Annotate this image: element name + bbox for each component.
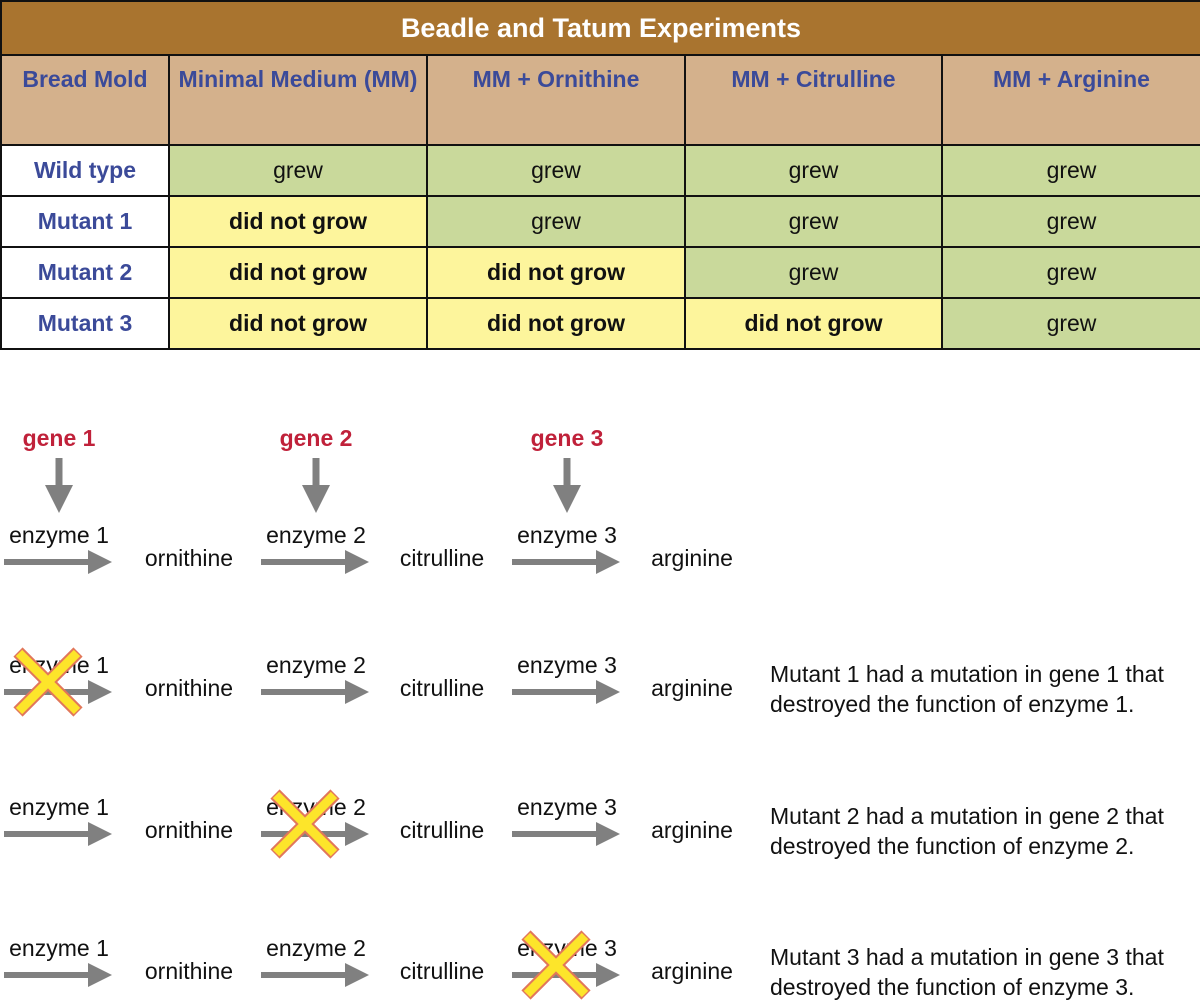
column-header: Minimal Medium (MM) [168,54,428,146]
result-cell: grew [426,195,686,248]
result-cell: grew [941,144,1200,197]
result-cell: grew [684,195,943,248]
column-header: MM + Arginine [941,54,1200,146]
result-cell: grew [941,195,1200,248]
row-header: Mutant 1 [0,195,170,248]
table-row: Mutant 3 did not grow did not grow did not … [0,297,1200,350]
enzyme-label: enzyme 3 [517,522,617,548]
product-label: citrulline [400,545,484,571]
result-cell: grew [426,144,686,197]
enzyme-label: enzyme 1 [9,794,109,820]
note-line: Mutant 3 had a mutation in gene 3 that [770,944,1164,970]
enzyme-label: enzyme 2 [266,522,366,548]
result-cell: did not grow [426,297,686,350]
row-header: Mutant 3 [0,297,170,350]
result-cell: grew [168,144,428,197]
gene-label: gene 1 [23,425,96,451]
result-cell: did not grow [426,246,686,299]
block-cross [13,647,83,717]
gene-label: gene 2 [280,425,353,451]
enzyme-label: enzyme 3 [517,652,617,678]
product-label: ornithine [145,545,233,571]
result-cell: grew [684,144,943,197]
result-cell: grew [684,246,943,299]
row-header: Wild type [0,144,170,197]
gene-label: gene 3 [531,425,604,451]
table-title: Beadle and Tatum Experiments [0,0,1200,56]
table-row: Mutant 2 did not grow did not grow grew grew [0,246,1200,299]
product-label: citrulline [400,817,484,843]
results-table: Beadle and Tatum Experiments Bread Mold Mi… [0,0,1200,350]
product-label: citrulline [400,958,484,984]
note-line: Mutant 2 had a mutation in gene 2 that [770,803,1164,829]
note-line: destroyed the function of enzyme 2. [770,833,1134,859]
table-row: Mutant 1 did not grow grew grew grew [0,195,1200,248]
product-label: ornithine [145,675,233,701]
product-label: ornithine [145,817,233,843]
header-row: Bread Mold Minimal Medium (MM) MM + Ornith… [0,54,1200,146]
result-cell: did not grow [168,246,428,299]
block-cross [270,789,340,859]
product-label: arginine [651,675,733,701]
note-line: destroyed the function of enzyme 1. [770,691,1134,717]
column-header: MM + Citrulline [684,54,943,146]
enzyme-label: enzyme 2 [266,652,366,678]
product-label: citrulline [400,675,484,701]
cross-fill [15,649,81,715]
result-cell: did not grow [168,297,428,350]
row-header: Mutant 2 [0,246,170,299]
column-header: Bread Mold [0,54,170,146]
product-label: ornithine [145,958,233,984]
product-label: arginine [651,817,733,843]
result-cell: did not grow [168,195,428,248]
cross-fill [272,791,338,857]
column-header: MM + Ornithine [426,54,686,146]
result-cell: grew [941,246,1200,299]
enzyme-label: enzyme 1 [9,522,109,548]
table-row: Wild type grew grew grew grew [0,144,1200,197]
result-cell: did not grow [684,297,943,350]
note-line: destroyed the function of enzyme 3. [770,974,1134,1000]
result-cell: grew [941,297,1200,350]
enzyme-label: enzyme 1 [9,935,109,961]
title-row: Beadle and Tatum Experiments [0,0,1200,56]
block-cross [521,930,591,1000]
enzyme-label: enzyme 2 [266,935,366,961]
product-label: arginine [651,545,733,571]
note-line: Mutant 1 had a mutation in gene 1 that [770,661,1164,687]
enzyme-label: enzyme 3 [517,794,617,820]
cross-fill [523,932,589,998]
product-label: arginine [651,958,733,984]
